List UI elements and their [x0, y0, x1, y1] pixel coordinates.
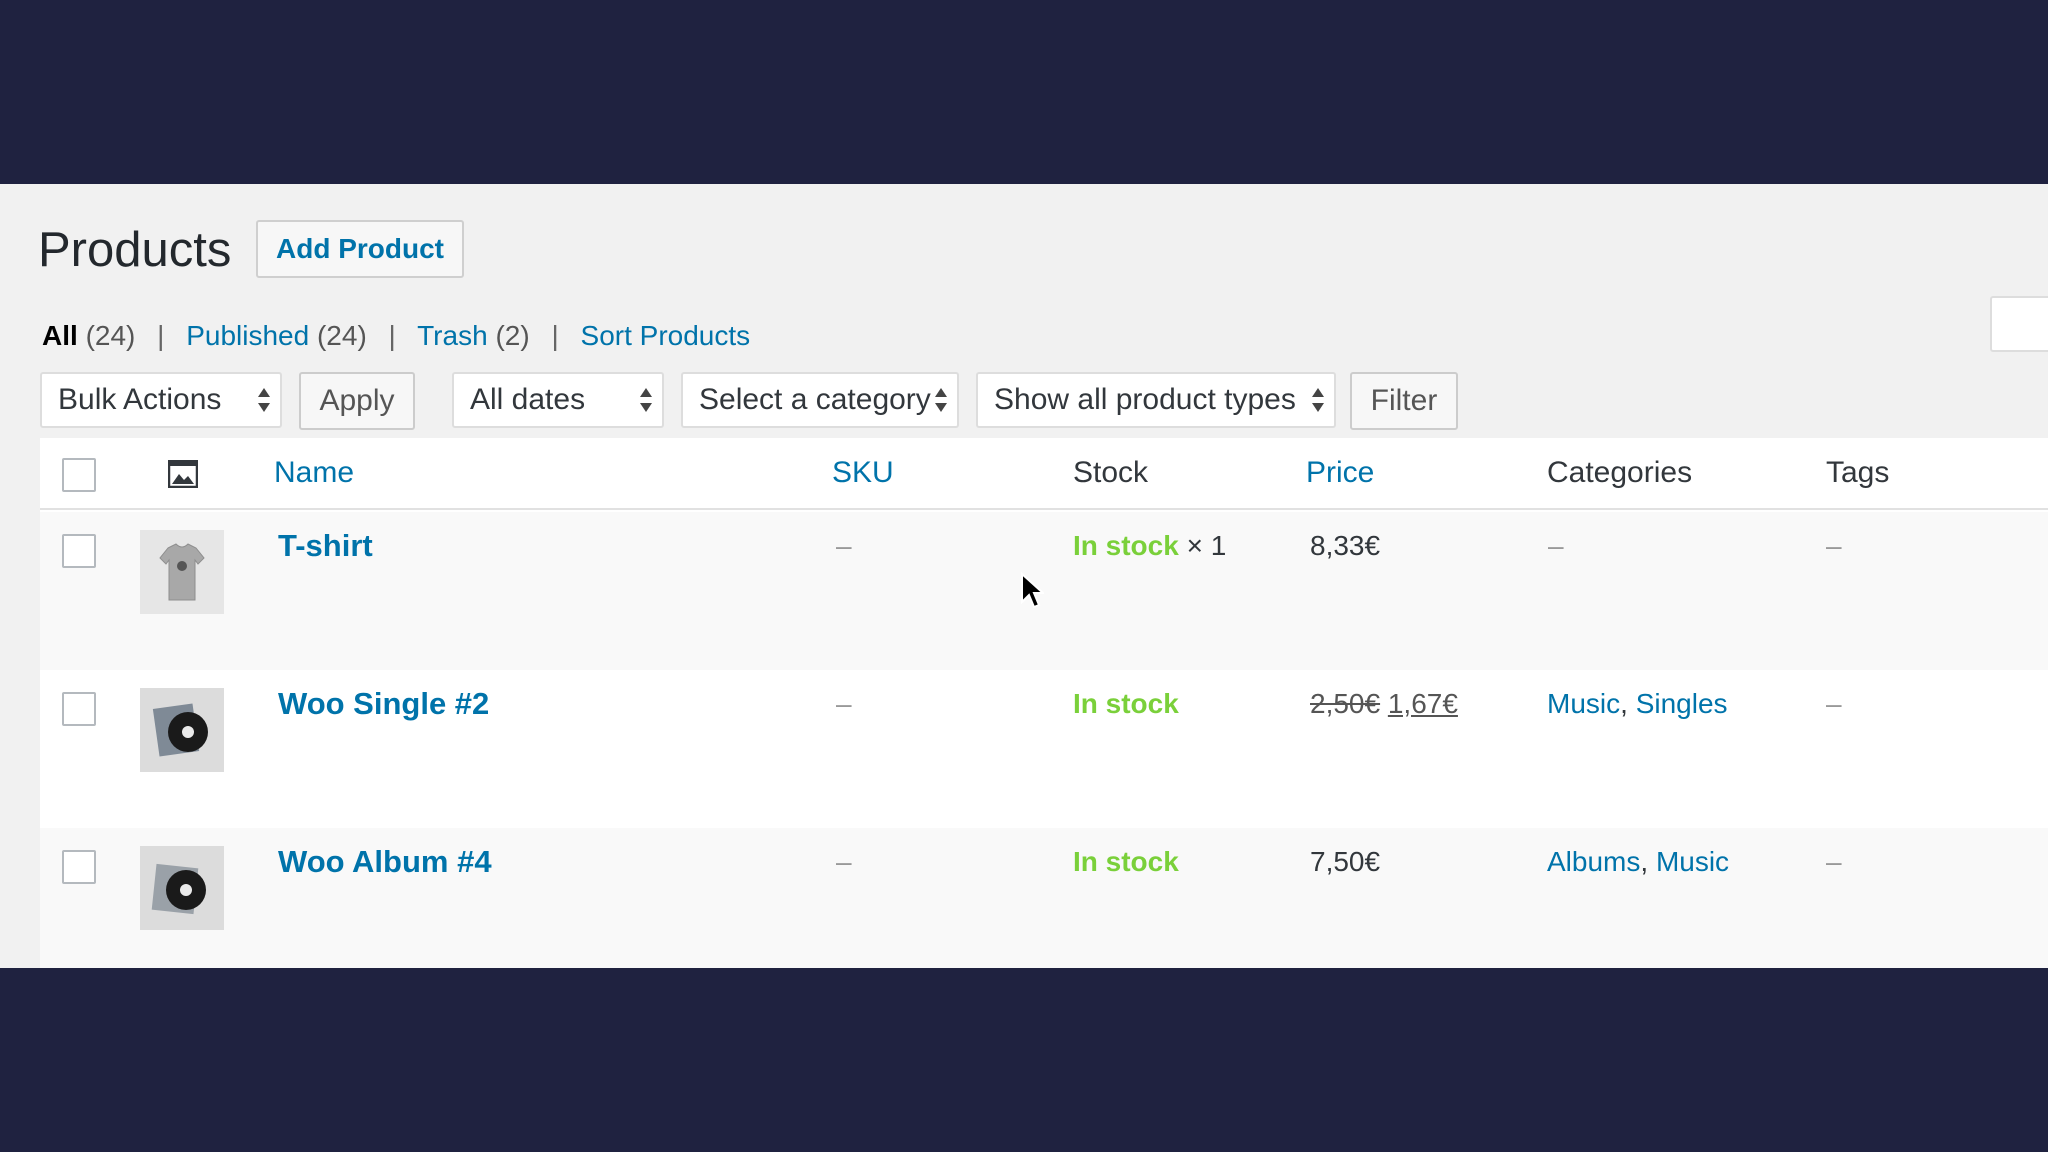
categories-value: – [1548, 530, 1564, 561]
view-published[interactable]: Published [186, 320, 310, 351]
vinyl-single-icon [140, 688, 224, 772]
column-name[interactable]: Name [274, 456, 355, 489]
bulk-actions-select[interactable]: Bulk Actions [40, 372, 282, 428]
table-row: Woo Album #4 – In stock 7,50€ Albums, Mu… [40, 828, 2048, 968]
view-all-count: (24) [85, 320, 136, 351]
sku-value: – [836, 846, 852, 877]
select-all-checkbox[interactable] [62, 458, 96, 492]
sku-value: – [836, 530, 852, 561]
categories-value: Music, Singles [1547, 688, 1728, 720]
select-arrows-icon [640, 388, 652, 412]
price-value: 8,33€ [1310, 530, 1381, 561]
sku-value: – [836, 688, 852, 719]
product-name-link[interactable]: T-shirt [278, 528, 373, 563]
table-row: T-shirt – In stock × 1 8,33€ – – [40, 512, 2048, 670]
product-type-value: Show all product types [994, 383, 1296, 416]
stock-quantity: × 1 [1186, 530, 1227, 561]
tshirt-thumbnail[interactable] [140, 530, 224, 614]
dates-value: All dates [470, 383, 586, 416]
view-separator: | [388, 320, 396, 351]
column-tags: Tags [1826, 456, 1890, 489]
dates-select[interactable]: All dates [452, 372, 664, 428]
view-sort-products[interactable]: Sort Products [580, 320, 751, 351]
column-price[interactable]: Price [1306, 456, 1375, 489]
price-value: 7,50€ [1310, 846, 1381, 877]
stock-value: In stock × 1 [1073, 530, 1226, 562]
category-link-music[interactable]: Music [1655, 846, 1730, 877]
mouse-cursor-icon [1021, 572, 1044, 609]
view-separator: | [157, 320, 165, 351]
products-panel: Products Add Product All (24) | Publishe… [0, 184, 2048, 968]
category-link-albums[interactable]: Albums [1547, 846, 1641, 877]
column-categories: Categories [1547, 456, 1693, 489]
vinyl-single-thumbnail[interactable] [140, 688, 224, 772]
view-trash-count: (2) [495, 320, 530, 351]
add-product-button[interactable]: Add Product [256, 220, 464, 278]
stock-status: In stock [1073, 530, 1179, 561]
row-checkbox[interactable] [62, 692, 96, 726]
row-checkbox[interactable] [62, 534, 96, 568]
tags-value: – [1826, 688, 1842, 719]
categories-value: Albums, Music [1547, 846, 1729, 878]
image-icon [168, 460, 198, 488]
column-stock: Stock [1073, 456, 1149, 489]
product-name-link[interactable]: Woo Album #4 [278, 844, 492, 879]
category-select[interactable]: Select a category [681, 372, 959, 428]
stock-status: In stock [1073, 688, 1179, 719]
category-value: Select a category [699, 383, 931, 416]
table-row: Woo Single #2 – In stock 2,50€ 1,67€ Mus… [40, 670, 2048, 828]
category-link-singles[interactable]: Singles [1635, 688, 1728, 719]
apply-button[interactable]: Apply [299, 372, 415, 430]
stock-value: In stock [1073, 688, 1179, 720]
price-value: 2,50€ 1,67€ [1310, 688, 1458, 720]
view-trash[interactable]: Trash [417, 320, 488, 351]
table-header: Name SKU Stock Price Categories Tags [40, 438, 2048, 510]
products-table: Name SKU Stock Price Categories Tags T-s… [40, 438, 2048, 968]
view-filters: All (24) | Published (24) | Trash (2) | … [42, 320, 750, 352]
category-separator: , [1640, 846, 1649, 877]
tshirt-icon [140, 530, 224, 614]
stock-value: In stock [1073, 846, 1179, 878]
select-arrows-icon [258, 388, 270, 412]
search-input[interactable] [1990, 296, 2048, 352]
select-arrows-icon [935, 388, 947, 412]
tags-value: – [1826, 846, 1842, 877]
product-name-link[interactable]: Woo Single #2 [278, 686, 490, 721]
regular-price: 2,50€ [1310, 688, 1381, 719]
column-sku[interactable]: SKU [832, 456, 894, 489]
filter-button[interactable]: Filter [1350, 372, 1458, 430]
vinyl-album-icon [140, 846, 224, 930]
product-type-select[interactable]: Show all product types [976, 372, 1336, 428]
tags-value: – [1826, 530, 1842, 561]
stock-status: In stock [1073, 846, 1179, 877]
category-separator: , [1620, 688, 1628, 719]
view-published-count: (24) [316, 320, 367, 351]
select-arrows-icon [1312, 388, 1324, 412]
row-checkbox[interactable] [62, 850, 96, 884]
bulk-actions-value: Bulk Actions [58, 383, 222, 416]
view-all[interactable]: All [42, 320, 78, 351]
category-link-music[interactable]: Music [1547, 688, 1621, 719]
view-separator: | [551, 320, 559, 351]
page-title: Products [38, 223, 232, 277]
sale-price: 1,67€ [1387, 688, 1458, 719]
vinyl-album-thumbnail[interactable] [140, 846, 224, 930]
